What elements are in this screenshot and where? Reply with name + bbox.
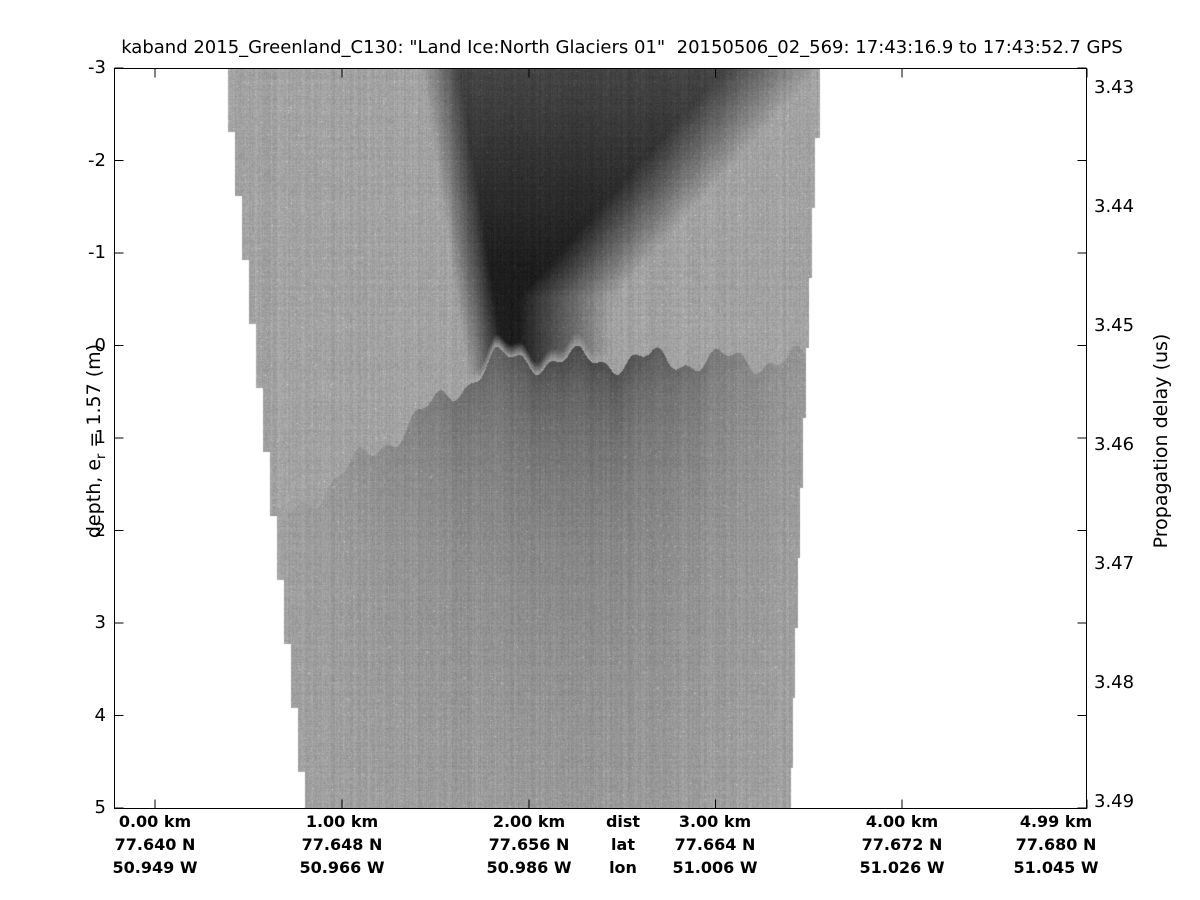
x-axis-column: 4.99 km 77.680 N 51.045 W	[981, 810, 1131, 879]
x-tick-dist: dist	[605, 812, 641, 831]
x-axis-column: 4.00 km 77.672 N 51.026 W	[827, 810, 977, 879]
y-tick-label-delay: 3.45	[1094, 315, 1135, 336]
x-tick-dist: 2.00 km	[492, 812, 566, 831]
x-tick-lon: lon	[609, 858, 637, 877]
echogram-image	[114, 68, 1086, 808]
y-tick-label-delay: 3.49	[1094, 791, 1135, 812]
x-axis-column: 0.00 km 77.640 N 50.949 W	[80, 810, 230, 879]
y-left-label-post: = 1.57 (m)	[83, 343, 106, 454]
y-tick-label-depth: -3	[88, 57, 106, 78]
x-axis-column: 3.00 km 77.664 N 51.006 W	[640, 810, 790, 879]
x-tick-dist: 4.99 km	[1019, 812, 1093, 831]
x-tick-lon: 50.949 W	[112, 858, 198, 877]
x-axis-column: dist lat lon	[548, 810, 698, 879]
y-left-label-pre: depth, e	[83, 458, 106, 539]
y-left-label-sub: r	[93, 453, 109, 459]
y-tick-label-depth: 3	[94, 612, 106, 633]
y-tick-label-delay: 3.44	[1094, 196, 1135, 217]
x-tick-lat: 77.656 N	[488, 835, 570, 854]
x-tick-lon: 50.986 W	[486, 858, 572, 877]
y-tick-label-depth: -1	[88, 242, 106, 263]
y-tick-label-depth: 2	[94, 519, 106, 541]
y-tick-label-depth: 0	[94, 334, 106, 356]
x-axis-column: 2.00 km 77.656 N 50.986 W	[454, 810, 604, 879]
x-tick-lat: 77.672 N	[861, 835, 943, 854]
y-tick-label-depth: 4	[94, 704, 106, 726]
x-tick-lon: 50.966 W	[299, 858, 385, 877]
x-axis-column: 1.00 km 77.648 N 50.966 W	[267, 810, 417, 879]
y-tick-label-delay: 3.48	[1094, 672, 1135, 693]
y-tick-label-depth: -2	[88, 149, 106, 171]
x-tick-lat: lat	[611, 835, 635, 854]
x-tick-lat: 77.664 N	[674, 835, 756, 854]
y-tick-label-depth: 5	[94, 797, 106, 818]
x-tick-lon: 51.045 W	[1013, 858, 1099, 877]
x-tick-dist: 1.00 km	[305, 812, 379, 831]
y-tick-label-depth: 1	[94, 427, 106, 448]
y-axis-left-label: depth, er = 1.57 (m)	[83, 344, 109, 538]
x-tick-dist: 3.00 km	[678, 812, 752, 831]
x-tick-lat: 77.680 N	[1015, 835, 1097, 854]
y-tick-label-delay: 3.46	[1094, 434, 1135, 455]
x-tick-dist: 0.00 km	[118, 812, 192, 831]
axes-frame-and-ticks	[114, 67, 1088, 809]
x-tick-lon: 51.026 W	[859, 858, 945, 877]
y-tick-label-delay: 3.47	[1094, 553, 1135, 574]
y-axis-right-label: Propagation delay (us)	[1150, 333, 1172, 549]
y-tick-label-delay: 3.43	[1094, 77, 1135, 98]
x-tick-lon: 51.006 W	[672, 858, 758, 877]
x-tick-dist: 4.00 km	[865, 812, 939, 831]
plot-title: kaband 2015_Greenland_C130: "Land Ice:No…	[121, 37, 1123, 58]
x-tick-lat: 77.640 N	[114, 835, 196, 854]
x-tick-lat: 77.648 N	[301, 835, 383, 854]
